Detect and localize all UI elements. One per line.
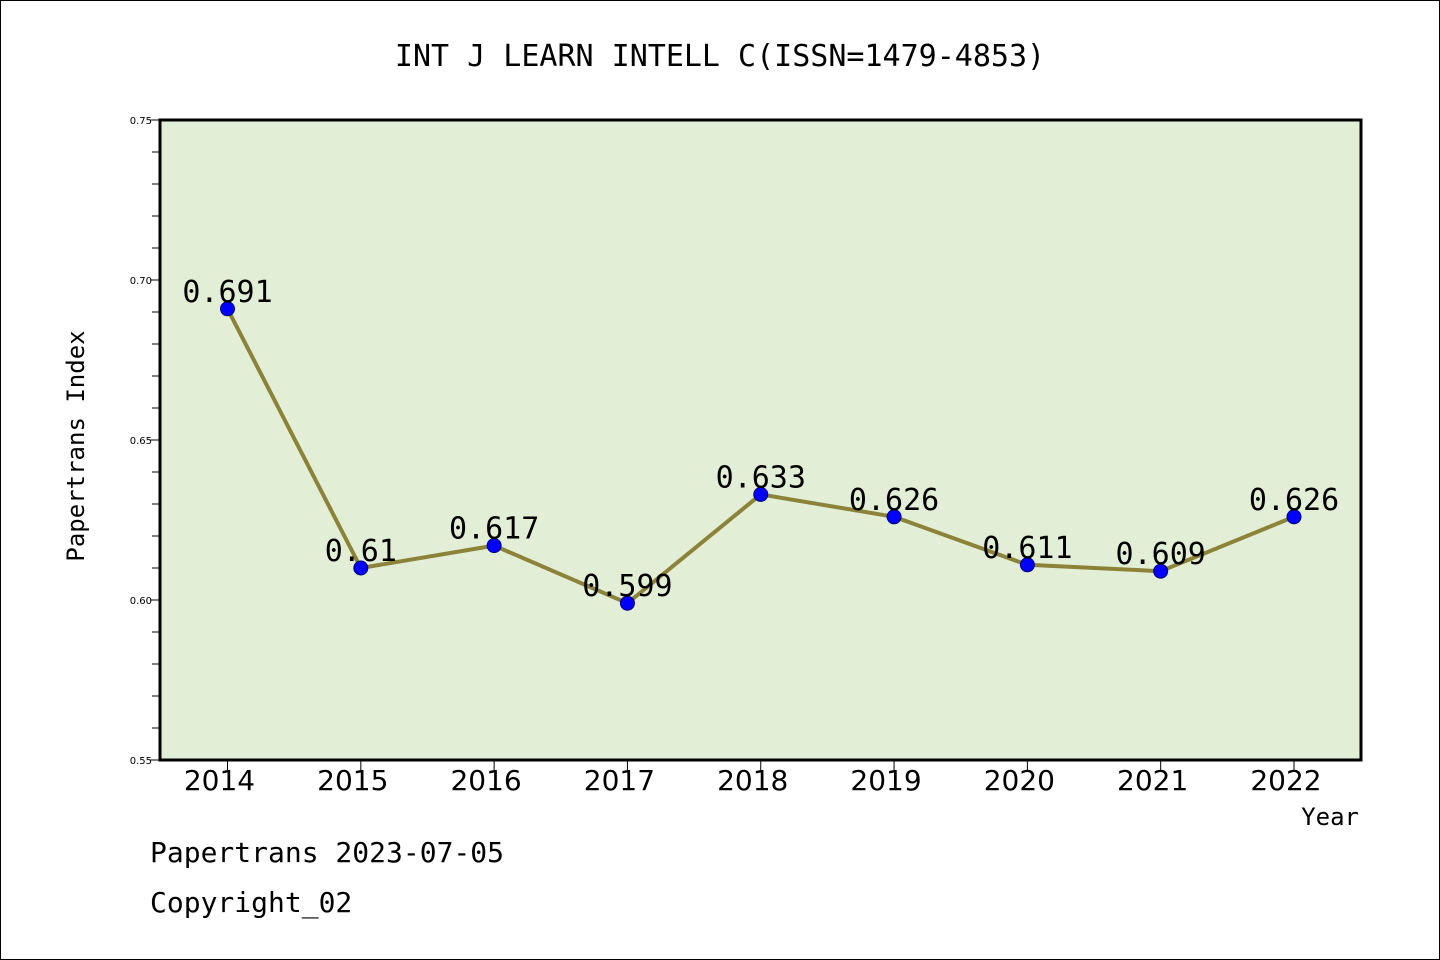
data-label: 0.617	[449, 512, 539, 547]
x-axis-title: Year	[1301, 803, 1359, 831]
y-axis-title: Papertrans Index	[62, 330, 90, 561]
data-label: 0.626	[1249, 483, 1339, 518]
footer-date: Papertrans 2023-07-05	[150, 836, 505, 869]
data-label: 0.633	[716, 460, 806, 495]
y-axis-ticks: 0.55 0.60 0.65 0.70 0.75	[130, 116, 160, 767]
data-point	[220, 301, 235, 317]
footer-copyright: Copyright_02	[150, 886, 353, 919]
x-tick-label: 2018	[717, 764, 788, 797]
data-point	[353, 560, 369, 576]
y-tick-label: 0.55	[130, 756, 152, 767]
x-tick-label: 2019	[850, 764, 921, 797]
data-points	[220, 301, 1302, 611]
data-label: 0.626	[849, 483, 939, 518]
data-point	[1153, 563, 1169, 579]
data-point	[619, 595, 635, 611]
x-tick-label: 2017	[584, 764, 655, 797]
x-tick-label: 2016	[450, 764, 521, 797]
data-label: 0.691	[182, 275, 272, 310]
y-tick-label: 0.75	[130, 116, 152, 127]
data-point	[486, 538, 502, 554]
data-point	[886, 509, 902, 525]
x-tick-label: 2014	[184, 764, 255, 797]
x-tick-label: 2021	[1117, 764, 1188, 797]
x-axis-ticks: 2014 2015 2016 2017 2018 2019 2020 2021 2022	[184, 759, 1322, 797]
data-labels: 0.691 0.61 0.617 0.599 0.633 0.626 0.611 0.609 0…	[182, 275, 1339, 604]
x-tick-label: 2020	[984, 764, 1055, 797]
y-tick-label: 0.70	[130, 276, 152, 287]
chart-title: INT J LEARN INTELL C(ISSN=1479-4853)	[395, 39, 1045, 74]
data-label: 0.599	[582, 569, 672, 604]
data-point	[1286, 509, 1302, 525]
data-point	[1019, 557, 1035, 573]
y-tick-label: 0.60	[130, 596, 152, 607]
plot-area	[158, 118, 1363, 762]
y-tick-label: 0.65	[130, 436, 152, 447]
data-point	[753, 486, 769, 502]
x-tick-label: 2015	[317, 764, 388, 797]
data-label: 0.611	[982, 531, 1072, 566]
data-label: 0.61	[325, 534, 397, 569]
x-tick-label: 2022	[1250, 764, 1321, 797]
data-label: 0.609	[1116, 537, 1206, 572]
